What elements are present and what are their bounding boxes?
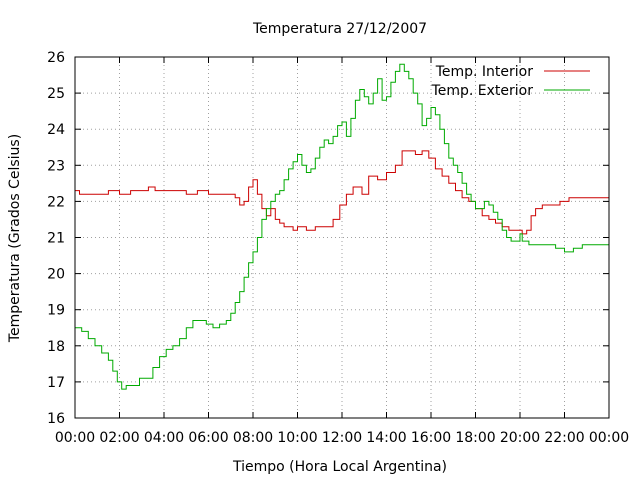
x-tick-label: 04:00	[144, 430, 184, 446]
x-tick-label: 10:00	[277, 430, 317, 446]
x-tick-label: 20:00	[500, 430, 540, 446]
x-tick-label: 06:00	[188, 430, 228, 446]
y-tick-label: 23	[47, 158, 65, 174]
x-tick-label: 12:00	[322, 430, 362, 446]
x-tick-label: 16:00	[411, 430, 451, 446]
y-axis-label: Temperatura (Grados Celsius)	[7, 134, 23, 343]
x-tick-label: 08:00	[233, 430, 273, 446]
y-tick-label: 25	[47, 86, 65, 102]
x-tick-label: 00:00	[55, 430, 95, 446]
axis-ticks: 00:00 02:00 04:00 06:00 08:00 10:00 12:00 14:00…	[47, 50, 629, 446]
legend-label: Temp. Interior	[435, 64, 534, 80]
x-tick-label: 00:00	[589, 430, 629, 446]
y-tick-label: 19	[47, 303, 65, 319]
x-tick-label: 22:00	[544, 430, 584, 446]
x-tick-label: 14:00	[366, 430, 406, 446]
legend-label: Temp. Exterior	[431, 83, 534, 99]
y-tick-label: 21	[47, 231, 65, 247]
legend: Temp. Interior Temp. Exterior	[431, 64, 590, 99]
y-tick-label: 22	[47, 194, 65, 210]
x-tick-label: 02:00	[99, 430, 139, 446]
x-tick-label: 18:00	[455, 430, 495, 446]
y-tick-label: 18	[47, 339, 65, 355]
y-tick-label: 16	[47, 411, 65, 427]
y-tick-label: 24	[47, 122, 65, 138]
y-tick-label: 20	[47, 267, 65, 283]
x-axis-label: Tiempo (Hora Local Argentina)	[232, 459, 447, 475]
series-layer	[75, 63, 610, 390]
series-line-exterior	[75, 63, 610, 390]
grid	[75, 57, 609, 418]
y-tick-label: 26	[47, 50, 65, 66]
y-tick-label: 17	[47, 375, 65, 391]
chart-title: Temperatura 27/12/2007	[252, 21, 427, 37]
